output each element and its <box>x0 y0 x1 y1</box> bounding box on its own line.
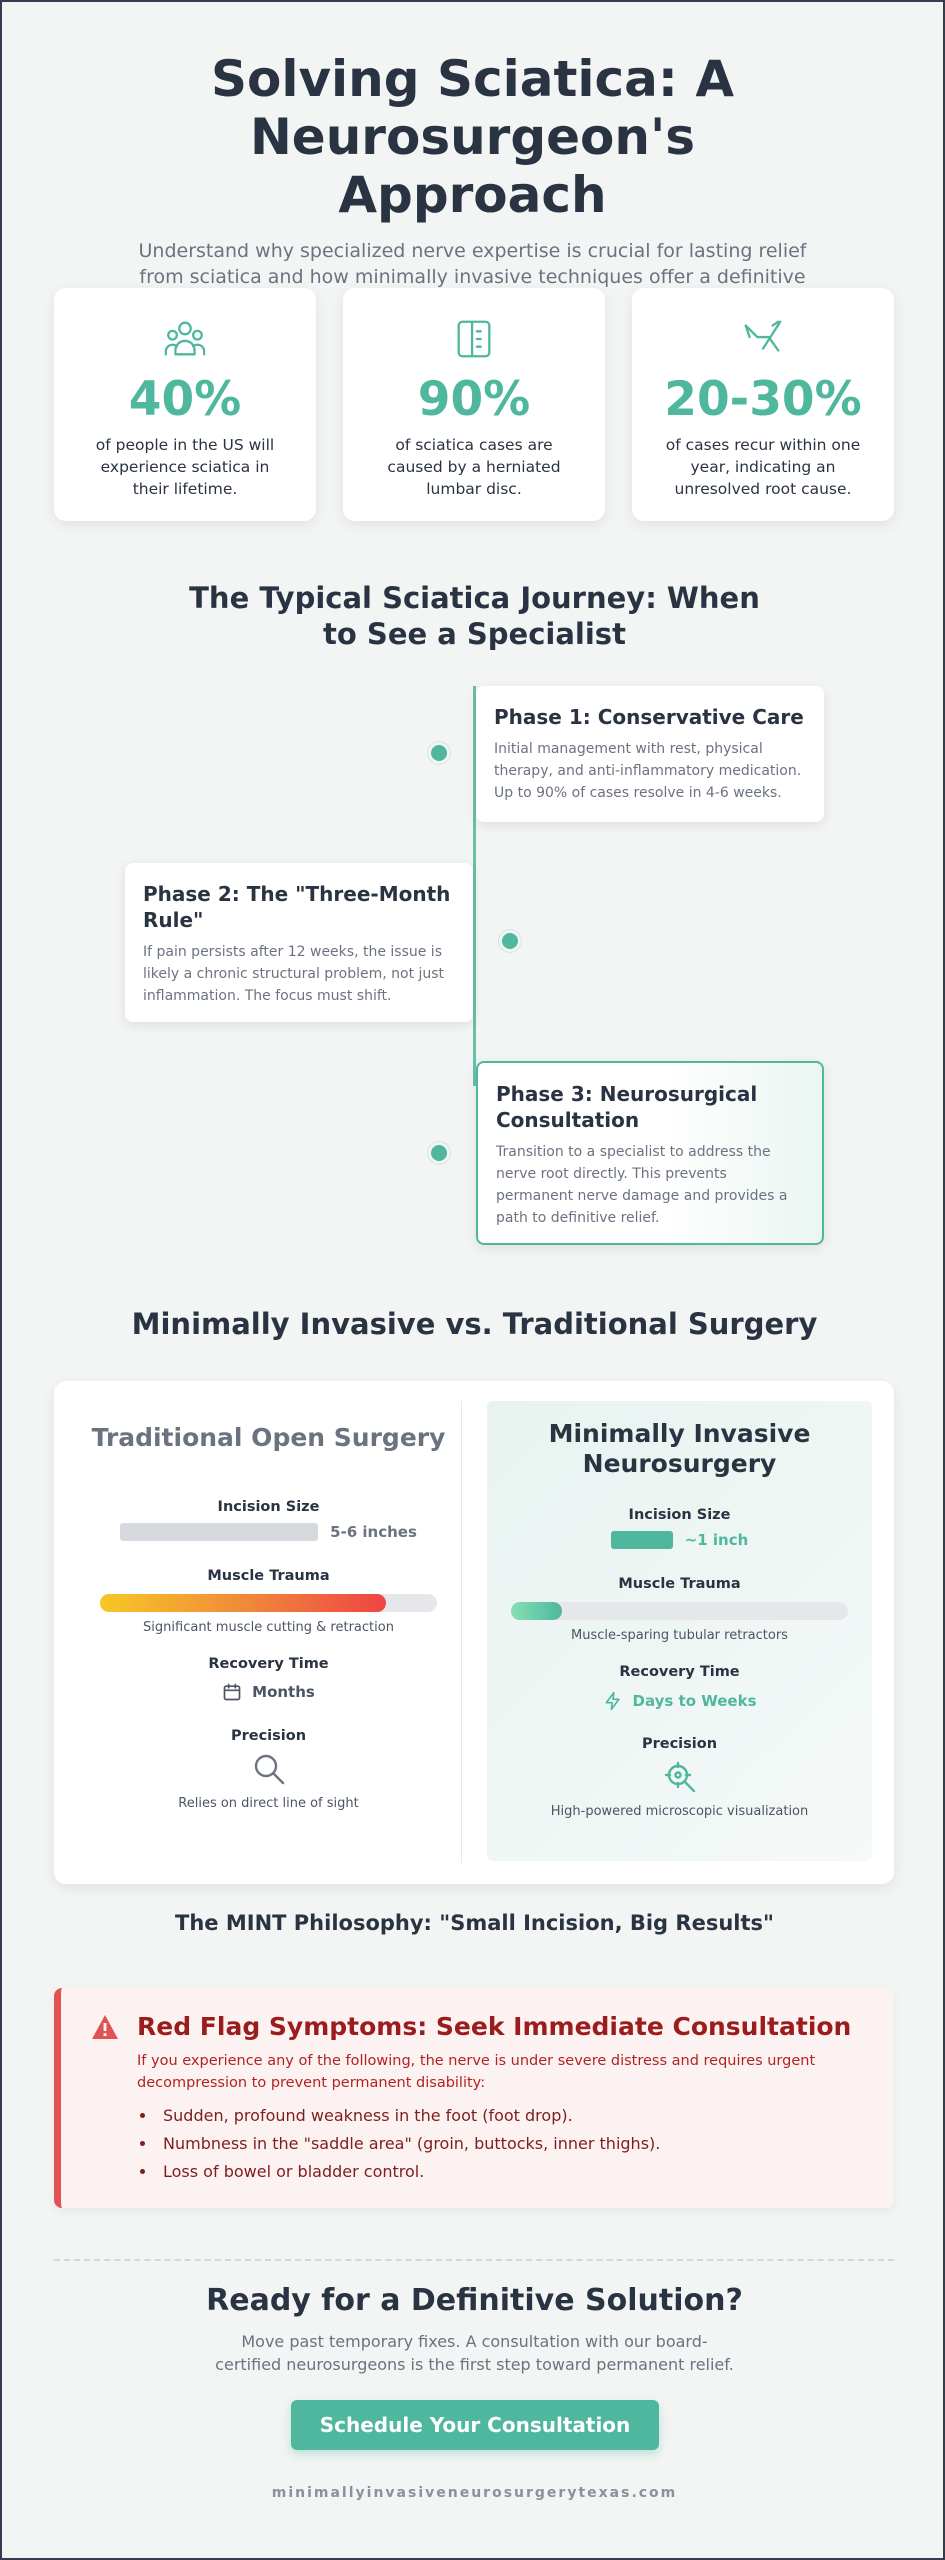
footer-website[interactable]: minimallyinvasiveneurosurgerytexas.com <box>271 2485 678 2501</box>
stat-description: of cases recur within one year, indicati… <box>665 436 861 498</box>
stat-card: 90% of sciatica cases are caused by a he… <box>343 288 605 521</box>
page-title: Solving Sciatica: A Neurosurgeon's Appro… <box>210 50 735 224</box>
phase-text: Initial management with rest, physical t… <box>494 741 802 801</box>
phase-title: Phase 1: Conservative Care <box>494 705 804 729</box>
schedule-consultation-button[interactable]: Schedule Your Consultation <box>291 2400 659 2450</box>
phase-card-2: Phase 2: The "Three-Month Rule" If pain … <box>125 863 473 1022</box>
recovery-value: Months <box>252 1683 315 1701</box>
mint-tagline: The MINT Philosophy: "Small Incision, Bi… <box>175 1911 774 1935</box>
traditional-heading: Traditional Open Surgery <box>91 1423 446 1452</box>
hero: Solving Sciatica: A Neurosurgeon's Appro… <box>2 2 943 316</box>
muscle-trauma-track <box>511 1602 848 1620</box>
muscle-trauma-label: Muscle Trauma <box>207 1568 330 1584</box>
list-item: Loss of bowel or bladder control. <box>157 2158 660 2186</box>
comparison-card: Traditional Open Surgery Incision Size 5… <box>54 1381 894 1884</box>
stat-value: 20-30% <box>664 372 862 427</box>
nerve-branch-icon <box>744 320 782 352</box>
red-flag-list: Sudden, profound weakness in the foot (f… <box>157 2102 660 2186</box>
recovery-label: Recovery Time <box>208 1656 329 1672</box>
incision-size-bar <box>120 1523 319 1541</box>
precision-note: Relies on direct line of sight <box>178 1796 359 1811</box>
timeline-dot <box>428 742 450 764</box>
phase-card-3: Phase 3: Neurosurgical Consultation Tran… <box>476 1061 824 1245</box>
muscle-trauma-fill <box>511 1602 562 1620</box>
timeline-dot <box>499 930 521 952</box>
muscle-trauma-label: Muscle Trauma <box>618 1576 741 1592</box>
phase-title: Phase 3: Neurosurgical Consultation <box>496 1082 758 1132</box>
incision-size-bar <box>610 1531 673 1549</box>
journey-section-title: The Typical Sciatica Journey: When to Se… <box>189 581 760 651</box>
recovery-value: Days to Weeks <box>632 1692 757 1710</box>
cta-text: Move past temporary fixes. A consultatio… <box>215 2332 734 2374</box>
microscope-target-icon <box>664 1761 695 1793</box>
red-flag-title: Red Flag Symptoms: Seek Immediate Consul… <box>137 2012 852 2041</box>
spine-disc-icon <box>457 320 491 358</box>
stat-card: 20-30% of cases recur within one year, i… <box>632 288 894 521</box>
muscle-trauma-note: Significant muscle cutting & retraction <box>143 1620 394 1635</box>
minimal-heading: Minimally Invasive Neurosurgery <box>548 1419 811 1478</box>
incision-label: Incision Size <box>217 1499 320 1515</box>
stat-value: 90% <box>417 372 531 427</box>
list-item: Numbness in the "saddle area" (groin, bu… <box>157 2130 660 2158</box>
list-item: Sudden, profound weakness in the foot (f… <box>157 2102 660 2130</box>
precision-note: High-powered microscopic visualization <box>550 1804 809 1819</box>
cta-title: Ready for a Definitive Solution? <box>206 2283 743 2318</box>
timeline-line <box>473 686 476 1086</box>
section-divider <box>54 2259 894 2261</box>
stat-value: 40% <box>128 372 242 427</box>
magnifier-icon <box>254 1754 284 1785</box>
phase-card-1: Phase 1: Conservative Care Initial manag… <box>476 686 824 822</box>
muscle-trauma-track <box>100 1594 437 1612</box>
red-flag-lead: If you experience any of the following, … <box>137 2053 816 2091</box>
incision-value: 5-6 inches <box>330 1523 417 1541</box>
stat-description: of sciatica cases are caused by a hernia… <box>387 436 561 498</box>
phase-title: Phase 2: The "Three-Month Rule" <box>143 882 451 932</box>
minimal-column: Minimally Invasive Neurosurgery Incision… <box>487 1401 872 1861</box>
traditional-column: Traditional Open Surgery Incision Size 5… <box>76 1401 461 1861</box>
incision-value: ~1 inch <box>684 1531 749 1549</box>
stats-row: 40% of people in the US will experience … <box>54 288 894 521</box>
phase-text: If pain persists after 12 weeks, the iss… <box>143 944 445 1004</box>
comparison-section-title: Minimally Invasive vs. Traditional Surge… <box>131 1307 818 1341</box>
muscle-trauma-note: Muscle-sparing tubular retractors <box>571 1628 788 1643</box>
incision-label: Incision Size <box>628 1507 731 1523</box>
stat-card: 40% of people in the US will experience … <box>54 288 316 521</box>
phase-text: Transition to a specialist to address th… <box>496 1144 788 1226</box>
lightning-icon <box>605 1691 620 1711</box>
timeline-dot <box>428 1142 450 1164</box>
muscle-trauma-fill <box>100 1594 387 1612</box>
people-group-icon <box>164 321 206 356</box>
precision-label: Precision <box>230 1728 307 1744</box>
warning-icon <box>92 2015 118 2039</box>
stat-description: of people in the US will experience scia… <box>95 436 275 498</box>
precision-label: Precision <box>641 1736 718 1752</box>
column-divider <box>461 1401 462 1863</box>
recovery-label: Recovery Time <box>619 1664 740 1680</box>
red-flag-alert: Red Flag Symptoms: Seek Immediate Consul… <box>54 1988 894 2208</box>
calendar-icon <box>223 1683 241 1701</box>
